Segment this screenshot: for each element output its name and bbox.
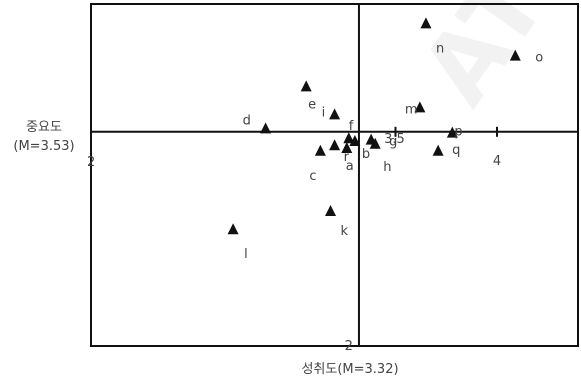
point-label-r: r (344, 150, 350, 165)
data-point-f (343, 132, 355, 144)
data-point-h (369, 137, 381, 149)
point-label-c: c (309, 169, 316, 184)
point-label-o: o (535, 51, 543, 66)
point-label-l: l (244, 247, 248, 262)
point-label-d: d (243, 113, 251, 128)
data-point-d (260, 122, 272, 134)
data-point-i (329, 108, 341, 120)
x-tick-label: 4 (493, 154, 501, 169)
point-label-f: f (349, 119, 354, 134)
x-tick-label: 3.5 (384, 132, 405, 147)
data-point-a (341, 142, 353, 153)
data-point-q (432, 144, 444, 156)
point-label-e: e (308, 97, 316, 112)
point-label-h: h (383, 160, 391, 175)
data-point-e (300, 80, 312, 92)
point-label-g: g (389, 135, 397, 150)
point-label-p: p (454, 125, 462, 140)
point-label-q: q (452, 143, 460, 158)
data-point-m (414, 101, 426, 113)
y-tick-label: 2 (345, 339, 353, 354)
data-point-k (325, 205, 337, 216)
point-label-m: m (405, 102, 418, 117)
y-axis-label-line1: 중요도 (26, 120, 62, 135)
y-axis-label-line2: (M=3.53) (13, 139, 75, 154)
data-point-p (446, 126, 458, 138)
point-label-n: n (436, 41, 444, 56)
y-axis-label: 중요도 (M=3.53) (4, 118, 84, 156)
x-axis-label: 성취도(M=3.32) (301, 362, 399, 377)
plot-frame (90, 3, 579, 347)
x-tick-label: 2 (87, 155, 95, 170)
data-point-c (314, 144, 326, 156)
data-point-o (509, 49, 521, 61)
data-point-r (329, 139, 341, 151)
point-label-i: i (322, 105, 326, 120)
point-label-b: b (362, 147, 370, 162)
point-label-a: a (346, 159, 354, 174)
data-point-l (227, 223, 239, 235)
data-point-n (420, 17, 432, 29)
data-point-b (349, 135, 361, 146)
point-label-k: k (341, 224, 349, 239)
